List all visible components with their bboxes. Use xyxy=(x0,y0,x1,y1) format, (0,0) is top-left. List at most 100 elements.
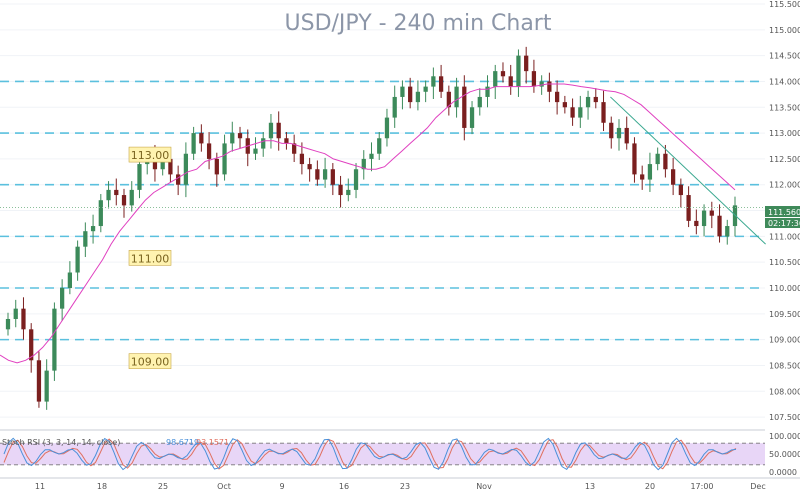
time-tick-label: 13 xyxy=(585,482,595,491)
candle-body xyxy=(5,318,11,330)
price-tick-label: 115.500 xyxy=(769,0,800,9)
candle-body xyxy=(276,122,281,139)
price-tick-label: 112.500 xyxy=(769,155,800,164)
trendline[interactable] xyxy=(610,96,766,245)
candle-body xyxy=(423,86,428,92)
candle-body xyxy=(725,226,730,237)
candle-body xyxy=(585,96,591,108)
candle-body xyxy=(709,210,714,216)
candle-body xyxy=(469,107,475,128)
price-tick-label: 115.000 xyxy=(769,26,800,35)
candle-body xyxy=(284,138,289,144)
oscillator-k-line xyxy=(3,437,737,471)
price-axis[interactable]: 115.500 115.000 114.500 114.000 113.500 113.0… xyxy=(769,0,800,422)
oscillator-tick-label: 50.0000 xyxy=(769,450,800,459)
candle-body xyxy=(384,117,390,139)
stoch-rsi-pane: 100.0000 50.0000 0.0000 xyxy=(0,432,800,477)
moving-average-line xyxy=(0,83,736,364)
candle-body xyxy=(322,169,328,180)
time-axis[interactable]: 11 18 25 Oct 9 16 23 Nov 13 20 17:00 Dec xyxy=(0,477,800,491)
price-tick-label: 109.500 xyxy=(769,310,800,319)
candle-body xyxy=(168,158,173,175)
candle-body xyxy=(477,96,482,108)
candle-body xyxy=(106,189,111,201)
candle-body xyxy=(60,288,65,309)
last-price-badge: 111.560 02:17:36 xyxy=(765,206,800,228)
time-tick-label: 11 xyxy=(35,482,45,491)
time-tick-label: Nov xyxy=(476,482,492,491)
level-label: 111.00 xyxy=(131,252,170,265)
candle-body xyxy=(75,246,80,273)
candle-body xyxy=(52,308,57,371)
candle-body xyxy=(114,189,119,196)
candle-body xyxy=(601,102,606,123)
candle-body xyxy=(686,195,691,221)
price-tick-label: 112.000 xyxy=(769,181,800,190)
level-labels: 113.00 111.00 109.00 xyxy=(128,146,172,369)
candle-body xyxy=(237,133,243,139)
candle-body xyxy=(701,210,707,227)
candle-body xyxy=(400,86,405,97)
oscillator-tick-label: 0.0000 xyxy=(769,468,797,477)
candle-body xyxy=(462,86,467,128)
level-label: 113.00 xyxy=(131,149,170,162)
level-label-box xyxy=(128,250,172,266)
time-tick-label: 20 xyxy=(645,482,655,491)
candle-body xyxy=(268,122,274,139)
candle-body xyxy=(191,133,196,154)
oscillator-band xyxy=(0,443,765,465)
candle-body xyxy=(315,169,320,180)
candle-body xyxy=(338,184,343,196)
price-tick-label: 114.500 xyxy=(769,52,800,61)
candle-body xyxy=(524,55,529,72)
candle-body xyxy=(663,153,668,170)
candle-body xyxy=(206,143,212,159)
candle-body xyxy=(562,102,567,108)
time-tick-label: 23 xyxy=(400,482,410,491)
oscillator-label: Stoch RSI (3, 3, 14, 14, close) xyxy=(2,438,120,447)
price-tick-label: 108.000 xyxy=(769,387,800,396)
candle-body xyxy=(717,215,722,237)
price-tick-label: 107.500 xyxy=(769,413,800,422)
time-tick-label: Oct xyxy=(217,482,231,491)
candle-body xyxy=(253,148,258,154)
candle-body xyxy=(292,143,297,154)
candle-body xyxy=(13,308,18,319)
candle-body xyxy=(369,153,374,159)
last-price-value: 111.560 xyxy=(768,208,800,217)
candle-body xyxy=(539,81,544,87)
candle-body xyxy=(21,308,26,330)
candle-body xyxy=(671,169,676,185)
candle-body xyxy=(176,174,181,185)
price-tick-label: 110.500 xyxy=(769,258,800,267)
candle-body xyxy=(647,164,653,180)
candle-body xyxy=(36,360,42,402)
candle-body xyxy=(361,158,366,170)
price-tick-label: 110.000 xyxy=(769,284,800,293)
candle-body xyxy=(214,158,219,175)
price-tick-label: 111.000 xyxy=(769,232,800,241)
candle-body xyxy=(632,143,637,175)
candle-body xyxy=(29,329,34,361)
candle-body xyxy=(640,174,645,180)
candle-body xyxy=(137,164,142,190)
level-label-box xyxy=(128,353,172,369)
candle-body xyxy=(346,189,351,196)
candle-body xyxy=(230,133,235,144)
candle-body xyxy=(121,195,127,206)
level-label: 109.00 xyxy=(131,356,170,369)
candle-body xyxy=(98,200,103,227)
level-label-box xyxy=(128,146,172,163)
candle-body xyxy=(655,153,660,165)
time-tick-label: Dec xyxy=(750,482,765,491)
candle-body xyxy=(129,189,134,206)
candle-body xyxy=(485,86,490,97)
candle-body xyxy=(261,138,266,149)
candle-body xyxy=(353,169,359,190)
oscillator-k-value: 98.6719 xyxy=(166,438,199,447)
candle-body xyxy=(392,96,397,118)
price-tick-label: 109.000 xyxy=(769,336,800,345)
chart-title: USD/JPY - 240 min Chart xyxy=(285,11,552,36)
time-tick-label: 25 xyxy=(158,482,168,491)
